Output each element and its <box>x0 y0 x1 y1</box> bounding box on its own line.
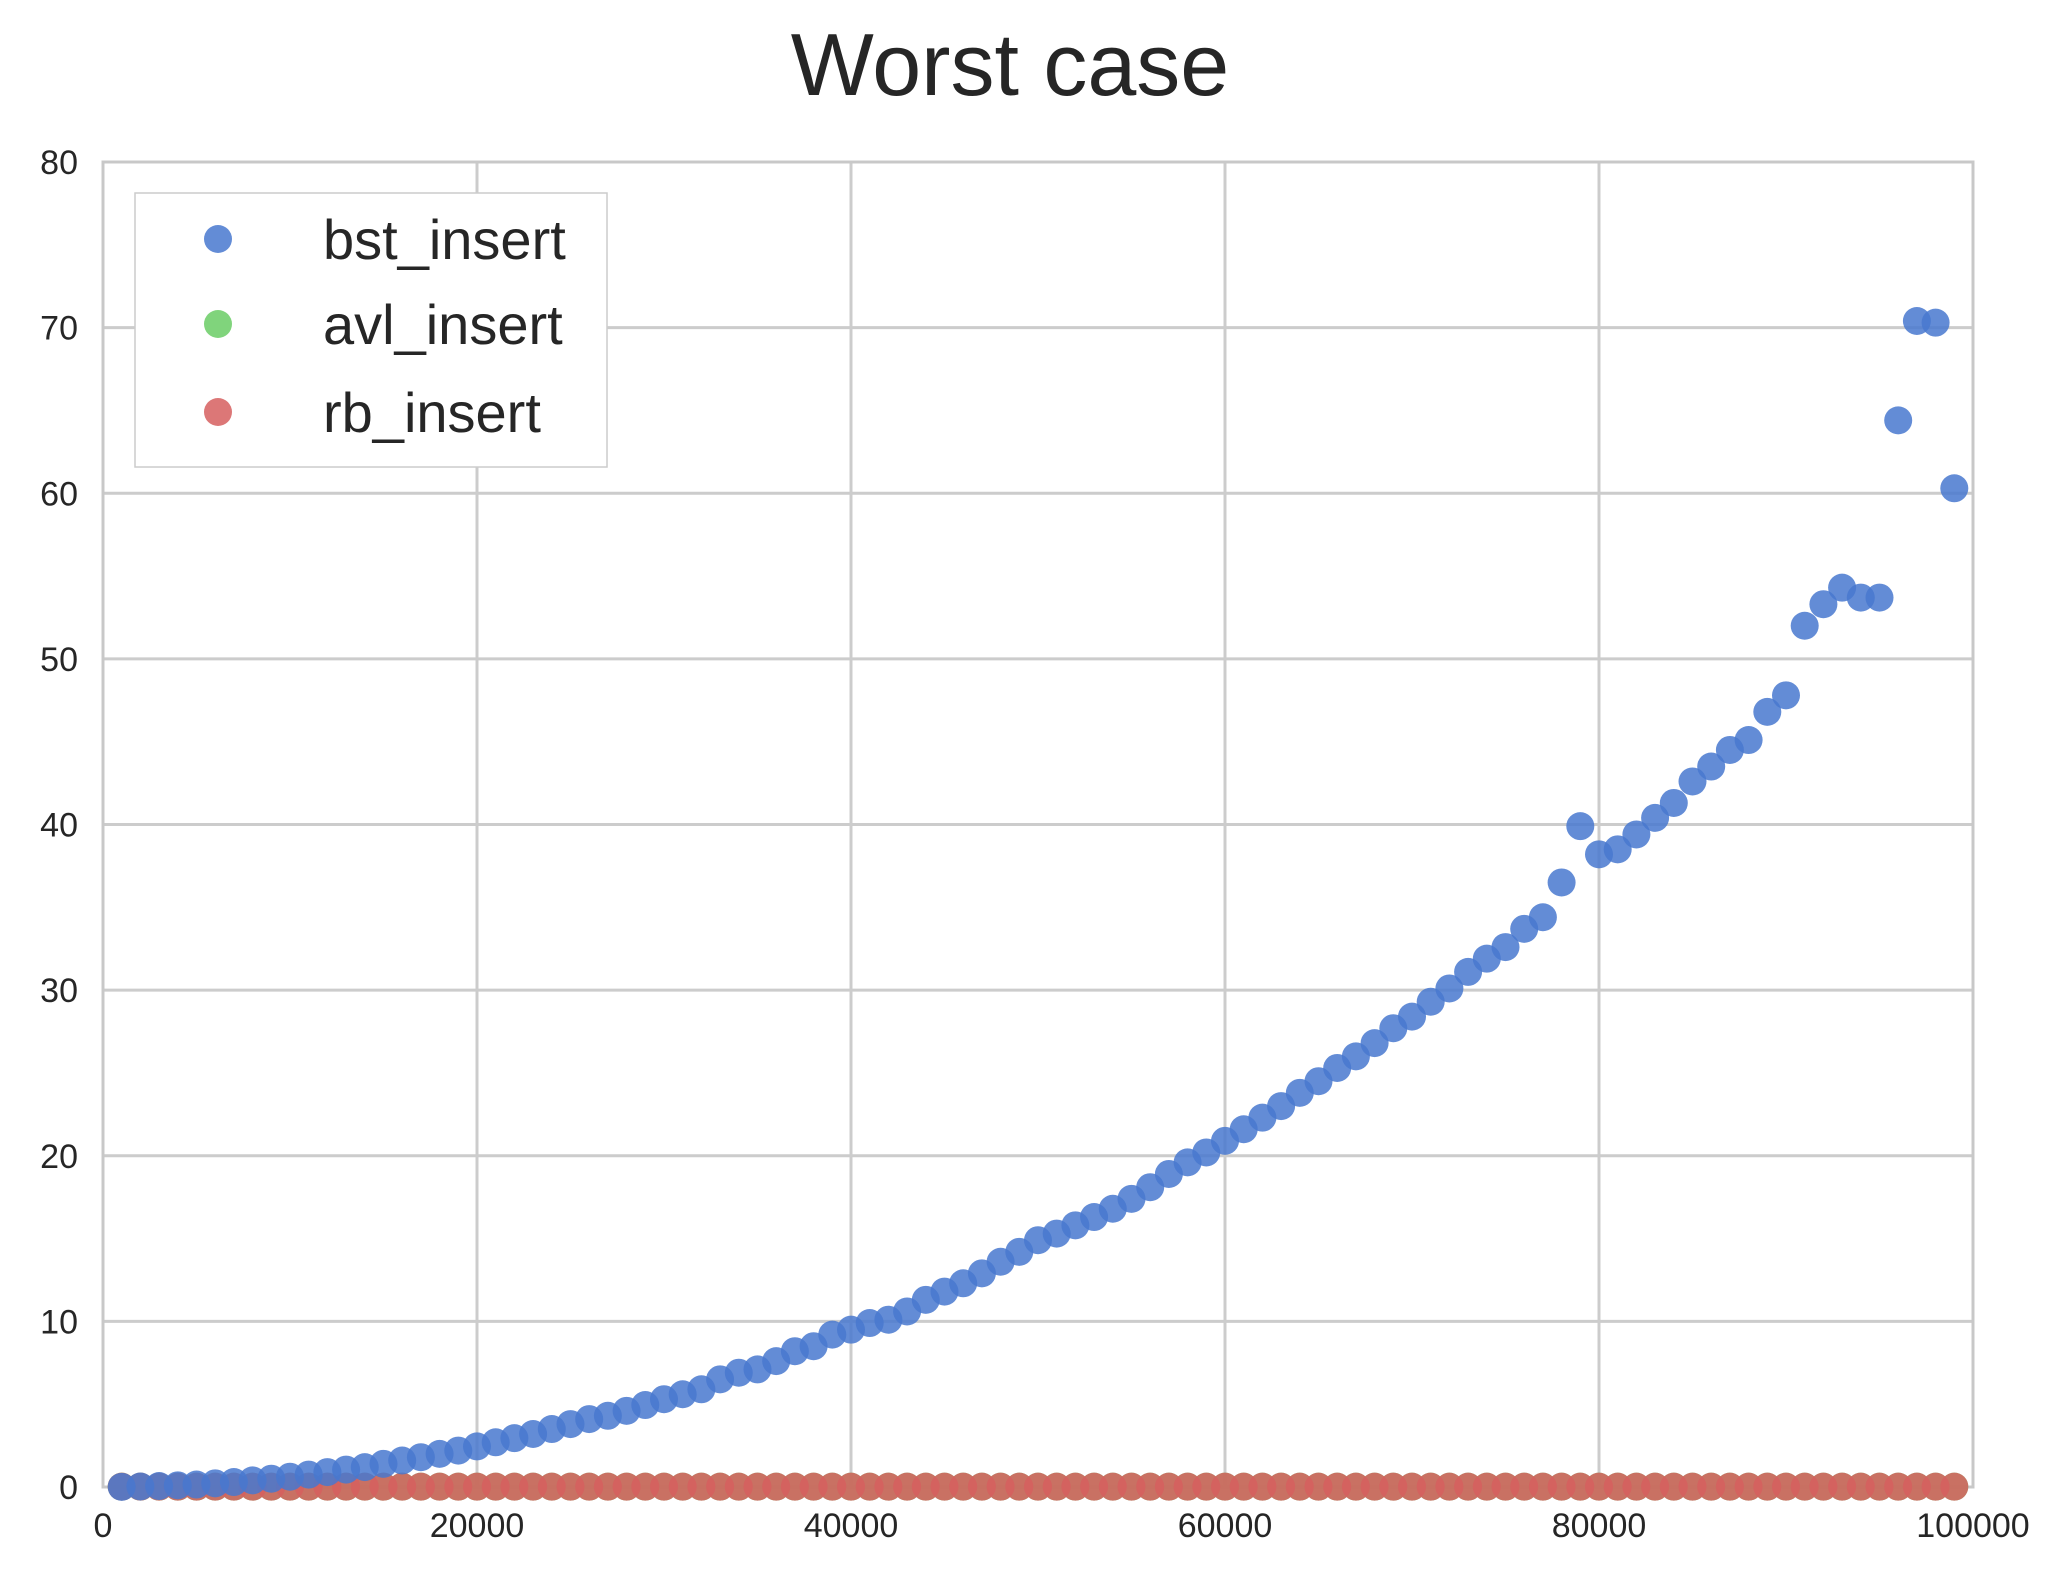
y-tick-label: 80 <box>40 144 78 182</box>
data-point-bst-insert <box>1566 812 1595 841</box>
data-point-bst-insert <box>1921 308 1950 337</box>
legend-label-bst-insert: bst_insert <box>323 208 566 271</box>
data-point-bst-insert <box>1809 590 1838 619</box>
y-tick-label: 40 <box>40 807 78 845</box>
data-point-bst-insert <box>1734 726 1763 755</box>
x-tick-label: 40000 <box>804 1507 899 1545</box>
x-tick-label: 0 <box>94 1507 113 1545</box>
y-tick-label: 30 <box>40 972 78 1010</box>
data-point-bst-insert <box>1659 788 1688 817</box>
y-tick-label: 70 <box>40 310 78 348</box>
data-point-bst-insert <box>1398 1002 1426 1031</box>
data-point-bst-insert <box>1697 752 1726 781</box>
y-tick-label: 60 <box>40 475 78 513</box>
data-point-rb-insert <box>1940 1472 1969 1501</box>
data-points <box>107 307 1969 1501</box>
legend-marker-bst-insert <box>204 225 232 253</box>
data-point-bst-insert <box>1753 697 1782 726</box>
data-point-bst-insert <box>1678 767 1707 796</box>
chart-title: Worst case <box>791 15 1230 114</box>
data-point-bst-insert <box>1360 1029 1389 1058</box>
legend-label-rb-insert: rb_insert <box>323 381 541 444</box>
data-point-bst-insert <box>1641 803 1670 832</box>
y-tick-label: 50 <box>40 641 78 679</box>
x-axis-tick-labels: 0 20000 40000 60000 80000 100000 <box>94 1507 2030 1545</box>
series-rb-insert <box>107 1472 1969 1501</box>
data-point-bst-insert <box>1865 583 1894 612</box>
data-point-bst-insert <box>1603 835 1632 864</box>
x-tick-label: 80000 <box>1552 1507 1647 1545</box>
legend-marker-rb-insert <box>204 398 232 426</box>
legend-marker-avl-insert <box>204 310 232 338</box>
data-point-bst-insert <box>1491 933 1520 962</box>
y-tick-label: 10 <box>40 1303 78 1341</box>
data-point-bst-insert <box>1435 974 1464 1003</box>
y-tick-label: 0 <box>59 1469 78 1507</box>
x-tick-label: 60000 <box>1178 1507 1273 1545</box>
x-tick-label: 20000 <box>430 1507 525 1545</box>
data-point-bst-insert <box>1547 868 1576 897</box>
legend: bst_insert avl_insert rb_insert <box>134 192 608 468</box>
data-point-bst-insert <box>1528 903 1557 932</box>
y-axis-tick-labels: 0 10 20 30 40 50 60 70 80 <box>40 144 78 1507</box>
y-tick-label: 20 <box>40 1138 78 1176</box>
series-bst-insert <box>107 307 1969 1501</box>
data-point-bst-insert <box>1884 406 1913 435</box>
x-tick-label: 100000 <box>1916 1507 2029 1545</box>
data-point-bst-insert <box>1622 820 1651 849</box>
data-point-bst-insert <box>1772 681 1800 710</box>
data-point-bst-insert <box>1940 474 1969 503</box>
legend-label-avl-insert: avl_insert <box>323 293 563 356</box>
data-point-bst-insert <box>1790 611 1819 640</box>
